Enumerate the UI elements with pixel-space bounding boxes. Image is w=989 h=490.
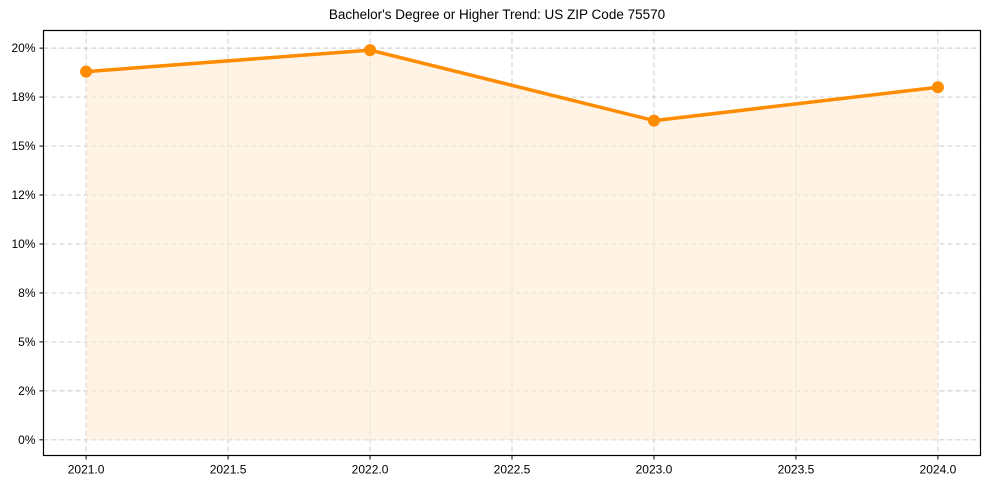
data-point-marker[interactable] xyxy=(647,114,660,127)
data-point-marker[interactable] xyxy=(931,81,944,94)
y-tick-label: 8% xyxy=(18,286,36,300)
x-tick-label: 2021.5 xyxy=(210,463,247,477)
y-tick-label: 0% xyxy=(18,433,36,447)
y-axis: 0% 2% 5% 8% 10% 12% 15% 18% 20% xyxy=(11,41,44,447)
y-tick-label: 2% xyxy=(18,384,36,398)
area-fill-path xyxy=(86,50,938,440)
x-tick-label: 2021.0 xyxy=(68,463,105,477)
y-tick-label: 15% xyxy=(11,139,35,153)
y-tick-label: 10% xyxy=(11,237,35,251)
trend-line xyxy=(84,48,940,123)
x-tick-label: 2022.0 xyxy=(352,463,389,477)
area-fill xyxy=(86,50,938,440)
y-tick-label: 20% xyxy=(11,41,35,55)
data-point-marker[interactable] xyxy=(364,44,377,57)
y-tick-label: 12% xyxy=(11,188,35,202)
y-tick-label: 5% xyxy=(18,335,36,349)
data-point-marker[interactable] xyxy=(80,65,93,78)
x-tick-label: 2022.5 xyxy=(494,463,531,477)
x-tick-label: 2023.5 xyxy=(778,463,815,477)
chart-title: Bachelor's Degree or Higher Trend: US ZI… xyxy=(329,7,665,22)
data-series xyxy=(80,44,944,127)
x-axis: 2021.0 2021.5 2022.0 2022.5 2023.0 2023.5 2024… xyxy=(68,455,957,477)
x-tick-label: 2024.0 xyxy=(920,463,957,477)
y-tick-label: 18% xyxy=(11,90,35,104)
x-tick-label: 2023.0 xyxy=(636,463,673,477)
